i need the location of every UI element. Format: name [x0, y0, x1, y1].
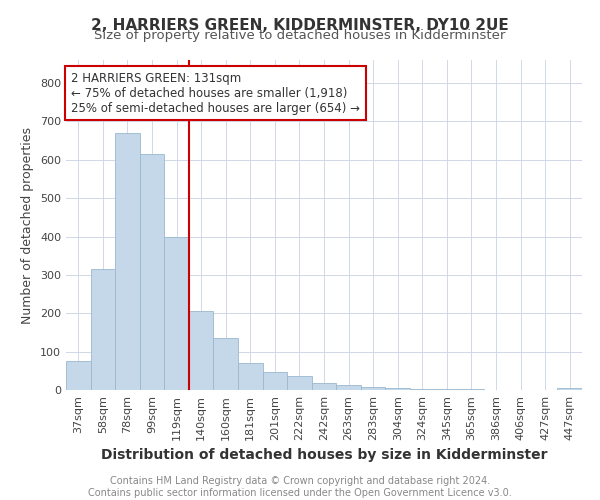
Bar	[287, 376, 312, 390]
Bar	[557, 388, 582, 390]
Bar	[385, 388, 410, 390]
X-axis label: Distribution of detached houses by size in Kidderminster: Distribution of detached houses by size …	[101, 448, 547, 462]
Bar	[336, 386, 361, 390]
Bar	[312, 383, 336, 390]
Bar	[91, 269, 115, 390]
Bar	[459, 389, 484, 390]
Text: Contains HM Land Registry data © Crown copyright and database right 2024.
Contai: Contains HM Land Registry data © Crown c…	[88, 476, 512, 498]
Text: 2, HARRIERS GREEN, KIDDERMINSTER, DY10 2UE: 2, HARRIERS GREEN, KIDDERMINSTER, DY10 2…	[91, 18, 509, 32]
Bar	[361, 387, 385, 390]
Bar	[66, 361, 91, 390]
Bar	[189, 312, 214, 390]
Text: 2 HARRIERS GREEN: 131sqm
← 75% of detached houses are smaller (1,918)
25% of sem: 2 HARRIERS GREEN: 131sqm ← 75% of detach…	[71, 72, 360, 114]
Bar	[115, 133, 140, 390]
Y-axis label: Number of detached properties: Number of detached properties	[22, 126, 34, 324]
Bar	[140, 154, 164, 390]
Bar	[214, 338, 238, 390]
Bar	[434, 389, 459, 390]
Bar	[164, 236, 189, 390]
Bar	[263, 372, 287, 390]
Bar	[238, 363, 263, 390]
Bar	[410, 389, 434, 390]
Text: Size of property relative to detached houses in Kidderminster: Size of property relative to detached ho…	[94, 29, 506, 42]
